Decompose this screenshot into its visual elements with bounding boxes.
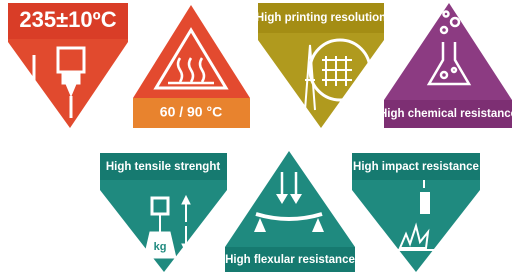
tile-label: 235±10ºC <box>19 7 116 32</box>
tile-label: High chemical resistance <box>379 108 517 120</box>
tile-extrusion-temperature: 235±10ºC <box>8 3 128 128</box>
tile-label: High impact resistance <box>353 161 479 173</box>
weight-label: kg <box>154 241 167 253</box>
tile-label: High tensile strenght <box>106 161 221 173</box>
tile-tensile-strength: kg High tensile strenght <box>100 153 227 272</box>
tile-impact-resistance: High impact resistance <box>352 153 480 272</box>
tile-printing-resolution: High printing resolution <box>256 3 386 128</box>
tile-bed-temperature: 60 / 90 °C <box>133 5 250 128</box>
tile-label: 60 / 90 °C <box>160 104 222 120</box>
tile-label: High printing resolution <box>256 12 386 24</box>
tile-label: High flexular resistance <box>225 254 355 266</box>
infographic: 235±10ºC 60 / 90 °C High printing resolu… <box>0 0 518 272</box>
tile-chemical-resistance: High chemical resistance <box>379 3 517 128</box>
tile-flexural-resistance: High flexular resistance <box>225 151 355 272</box>
